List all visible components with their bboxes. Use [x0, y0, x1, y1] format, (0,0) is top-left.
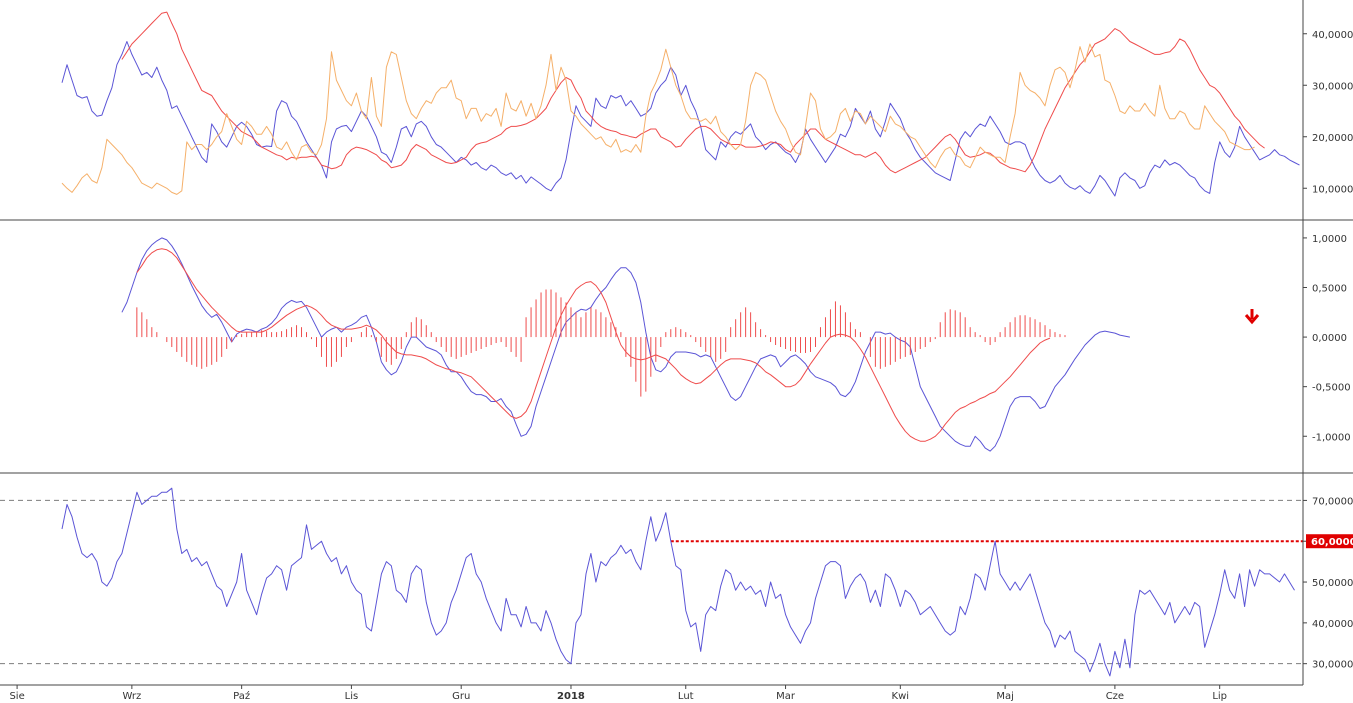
macd-panel: 1,0000 0,5000 0,0000 -0,5000 -1,0000 [121, 234, 1351, 452]
top-ytick-label-3: 40,0000 [1312, 30, 1353, 41]
xtick-label-sie: Sie [9, 691, 24, 702]
top-ytick-label-2: 30,0000 [1312, 81, 1353, 92]
chart-frame [0, 0, 1353, 686]
top-ytick-label-1: 20,0000 [1312, 133, 1353, 144]
top-series-orange-line [61, 43, 1255, 195]
price-panel: 10,0000 20,0000 30,0000 40,0000 [61, 11, 1353, 197]
middle-ytick-label-0: 1,0000 [1312, 234, 1347, 245]
x-axis: Sie Wrz Paź Lis Gru 2018 Lut Mar Kwi Maj Cze Lip [9, 685, 1227, 702]
rsi-panel: 30,0000 40,0000 50,0000 60,0000 70,0000 [0, 487, 1353, 677]
xtick-label-paź: Paź [233, 690, 250, 702]
middle-ytick-label-4: -1,0000 [1312, 432, 1351, 443]
xtick-label-wrz: Wrz [122, 691, 141, 702]
level-badge [1306, 534, 1353, 549]
xtick-label-2018: 2018 [557, 691, 585, 702]
bottom-series-blue-line [61, 487, 1295, 677]
xtick-label-lut: Lut [678, 691, 694, 702]
middle-ytick-label-2: 0,0000 [1312, 333, 1347, 344]
top-ytick-label-0: 10,0000 [1312, 184, 1353, 195]
middle-ytick-label-3: -0,5000 [1312, 383, 1351, 394]
bottom-ytick-label-0: 30,0000 [1312, 660, 1353, 671]
middle-series-blue-line [121, 237, 1130, 452]
xtick-label-kwi: Kwi [892, 691, 910, 702]
annotations [1244, 309, 1260, 325]
xtick-label-gru: Gru [452, 691, 470, 702]
xtick-label-cze: Cze [1106, 691, 1124, 702]
bottom-ytick-label-4: 70,0000 [1312, 496, 1353, 507]
xtick-label-lip: Lip [1212, 691, 1227, 702]
middle-ytick-label-1: 0,5000 [1312, 284, 1347, 295]
histogram [136, 289, 1066, 397]
bottom-ytick-label-2: 50,0000 [1312, 578, 1353, 589]
xtick-label-lis: Lis [345, 691, 359, 702]
bottom-ytick-label-3: 60,0000 [1311, 537, 1353, 548]
xtick-label-mar: Mar [776, 691, 796, 702]
middle-series-red-line [136, 248, 1051, 442]
bottom-ytick-label-1: 40,0000 [1312, 619, 1353, 630]
xtick-label-maj: Maj [996, 691, 1014, 702]
down-arrow-head-icon [1244, 314, 1260, 325]
